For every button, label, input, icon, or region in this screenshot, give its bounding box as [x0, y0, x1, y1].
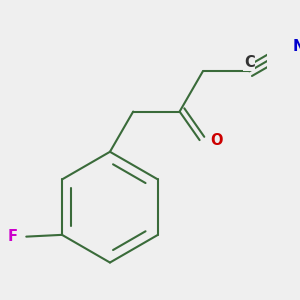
Text: N: N: [292, 39, 300, 54]
Text: C: C: [244, 55, 255, 70]
Text: O: O: [210, 133, 223, 148]
Text: F: F: [7, 229, 17, 244]
